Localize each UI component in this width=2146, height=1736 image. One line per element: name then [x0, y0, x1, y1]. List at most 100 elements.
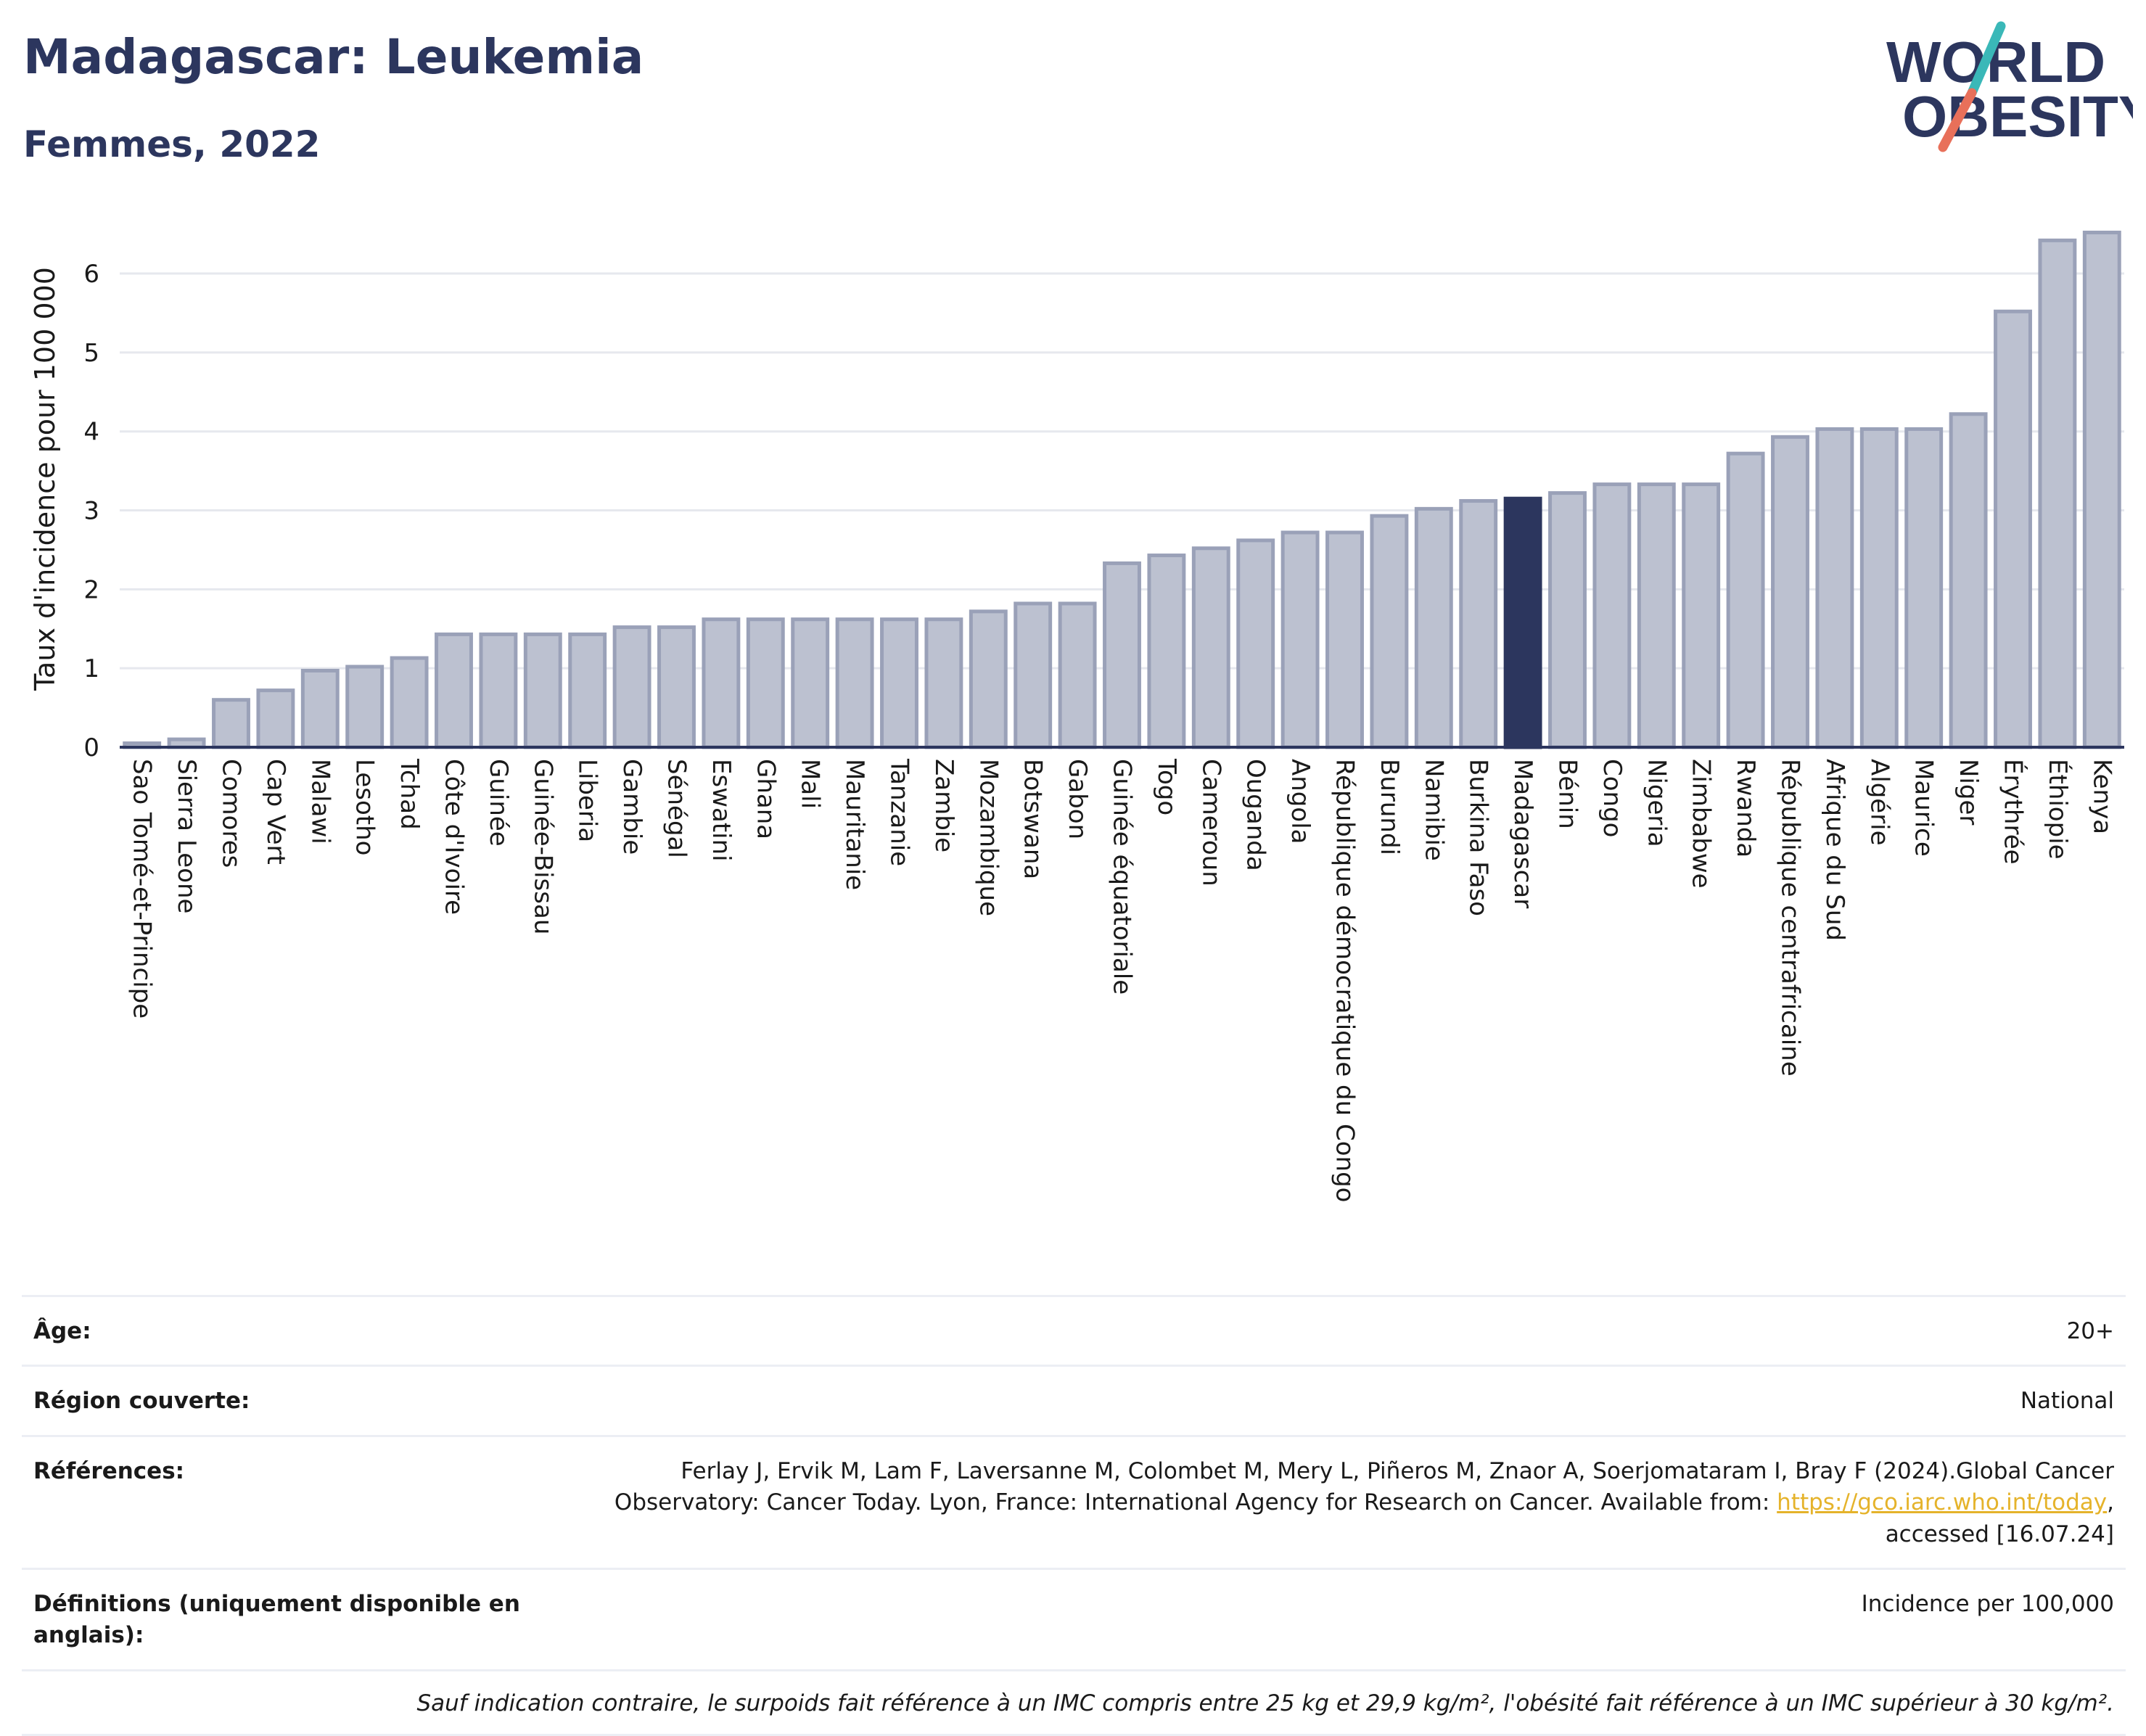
x-tick-label: Sao Tomé-et-Principe — [128, 759, 157, 1019]
bar — [1548, 491, 1587, 749]
x-tick-label: Gabon — [1063, 759, 1092, 839]
bar — [835, 617, 874, 749]
x-tick-label: Érythrée — [1999, 759, 2028, 865]
age-value: 20+ — [2066, 1318, 2114, 1344]
x-tick-label: Maurice — [1909, 759, 1939, 857]
x-tick-label: Nigeria — [1642, 759, 1671, 847]
bar — [435, 632, 473, 749]
x-tick-label: Algérie — [1865, 759, 1894, 846]
bar — [345, 665, 385, 749]
x-tick-label: Éthiopie — [2043, 759, 2073, 860]
bar — [523, 632, 562, 749]
x-tick-label: Burkina Faso — [1464, 759, 1493, 916]
bar — [702, 617, 741, 749]
bar — [1103, 561, 1141, 749]
bar — [1459, 498, 1498, 749]
bar — [1771, 435, 1809, 749]
bar — [1147, 554, 1186, 749]
x-tick-label: Cap Vert — [261, 759, 290, 865]
bmi-note: Sauf indication contraire, le surpoids f… — [416, 1690, 2114, 1716]
info-row-references: Références: Ferlay J, Ervik M, Lam F, La… — [22, 1434, 2126, 1568]
info-row-definitions: Définitions (uniquement disponible en an… — [22, 1567, 2126, 1669]
bar — [1058, 601, 1097, 749]
x-tick-label: Cameroun — [1196, 759, 1225, 886]
chart-subtitle: Femmes, 2022 — [23, 123, 321, 165]
x-tick-label: Angola — [1286, 759, 1315, 844]
bar — [1726, 451, 1765, 749]
x-tick-label: Gambie — [617, 759, 646, 855]
references-value: Ferlay J, Ervik M, Lam F, Laversanne M, … — [554, 1456, 2114, 1550]
region-value: National — [2020, 1388, 2114, 1415]
x-tick-label: Guinée — [484, 759, 513, 847]
x-tick-label: Guinée-Bissau — [528, 759, 557, 934]
x-tick-label: Comores — [217, 759, 246, 868]
y-tick-label: 4 — [83, 418, 99, 447]
age-label: Âge: — [33, 1318, 91, 1344]
x-tick-label: Guinée équatoriale — [1108, 759, 1137, 995]
bar — [1904, 427, 1944, 749]
y-tick-label: 6 — [83, 260, 99, 289]
x-tick-label: Sénégal — [662, 759, 691, 858]
info-table: Âge: 20+ Région couverte: National Référ… — [22, 1295, 2126, 1736]
references-link[interactable]: https://gco.iarc.who.int/today — [1777, 1489, 2108, 1516]
x-tick-label: Tanzanie — [885, 758, 914, 866]
x-tick-label: République démocratique du Congo — [1331, 759, 1360, 1202]
x-tick-label: Namibie — [1419, 759, 1448, 861]
y-tick-label: 5 — [83, 339, 99, 368]
bar — [612, 625, 651, 749]
bar — [256, 688, 295, 749]
x-tick-label: Zimbabwe — [1687, 759, 1716, 889]
y-tick-label: 3 — [83, 497, 99, 526]
x-tick-label: Rwanda — [1731, 759, 1760, 857]
bar — [924, 617, 963, 749]
x-tick-label: Côte d'Ivoire — [440, 759, 469, 915]
bar — [1191, 546, 1230, 749]
bar — [880, 617, 918, 749]
logo-slash-coral-icon — [1938, 88, 1977, 152]
bar — [657, 625, 696, 749]
x-tick-label: Togo — [1152, 758, 1181, 815]
bar — [969, 609, 1008, 749]
bar — [791, 617, 830, 749]
x-tick-label: Niger — [1954, 759, 1983, 825]
x-tick-label: Tchad — [395, 758, 424, 830]
info-row-region: Région couverte: National — [22, 1365, 2126, 1434]
bar — [300, 668, 340, 749]
definitions-value: Incidence per 100,000 — [1861, 1590, 2114, 1617]
bar — [1503, 496, 1542, 749]
x-tick-label: Mozambique — [974, 759, 1003, 916]
y-tick-label: 0 — [83, 733, 99, 762]
bar — [1815, 427, 1854, 749]
bar — [1370, 514, 1409, 749]
x-tick-label: Kenya — [2087, 759, 2116, 834]
bar — [1859, 427, 1899, 749]
bar — [1949, 412, 1988, 749]
y-tick-label: 1 — [83, 654, 99, 683]
x-tick-label: Burundi — [1375, 759, 1404, 855]
bar — [2082, 230, 2121, 749]
x-tick-label: Mali — [796, 759, 825, 809]
x-tick-label: Congo — [1598, 759, 1627, 837]
y-axis-label: Taux d'incidence pour 100 000 — [29, 267, 61, 691]
bar — [568, 632, 607, 749]
x-tick-label: Malawi — [305, 759, 334, 844]
chart-title: Madagascar: Leukemia — [23, 29, 644, 85]
references-label: Références: — [33, 1457, 185, 1484]
bar — [212, 698, 250, 749]
region-label: Région couverte: — [33, 1388, 250, 1415]
x-tick-label: Madagascar — [1508, 759, 1537, 908]
bar — [1682, 482, 1721, 749]
bar — [1236, 538, 1275, 749]
x-tick-label: Lesotho — [350, 759, 379, 855]
bar — [1637, 482, 1676, 749]
logo-line-2: OBESITY — [1902, 84, 2133, 149]
x-tick-label: Zambie — [929, 759, 958, 852]
x-tick-label: Mauritanie — [840, 759, 869, 890]
logo-slash-teal-icon — [1967, 21, 2006, 98]
x-tick-label: Ouganda — [1241, 759, 1270, 871]
x-tick-label: Liberia — [573, 759, 602, 842]
x-tick-label: Ghana — [751, 759, 780, 839]
references-text: Ferlay J, Ervik M, Lam F, Laversanne M, … — [614, 1457, 2114, 1516]
bar — [1014, 601, 1053, 749]
bar — [1592, 482, 1632, 749]
